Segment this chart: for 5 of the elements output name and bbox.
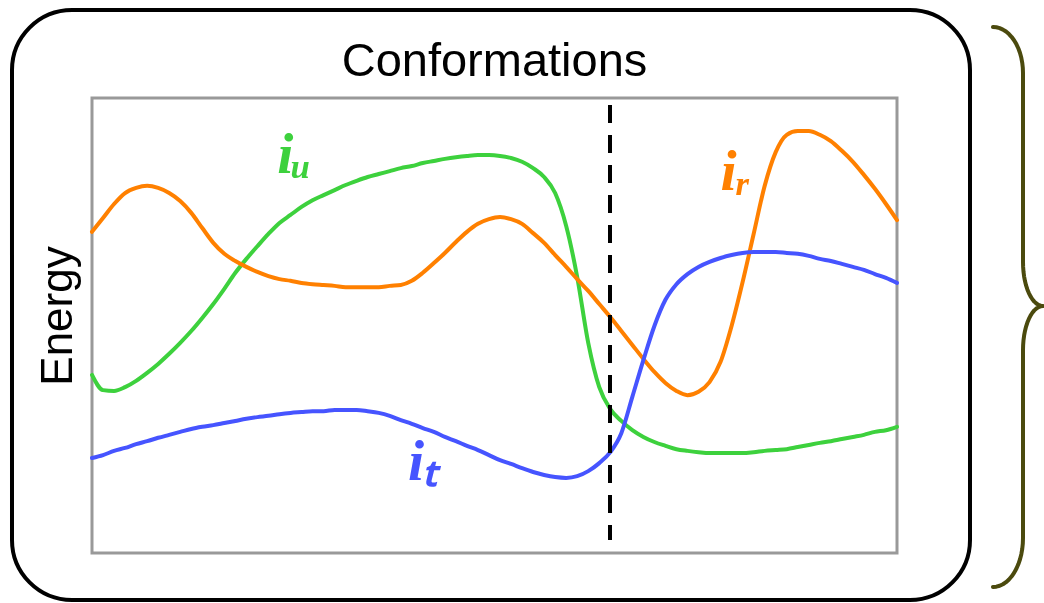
series-label: iᵤ [277, 121, 311, 186]
chart-title: Conformations [341, 33, 648, 86]
series-label: iᵣ [720, 138, 750, 203]
series-label: iₜ [407, 428, 443, 493]
y-axis-title: Energy [31, 246, 81, 386]
